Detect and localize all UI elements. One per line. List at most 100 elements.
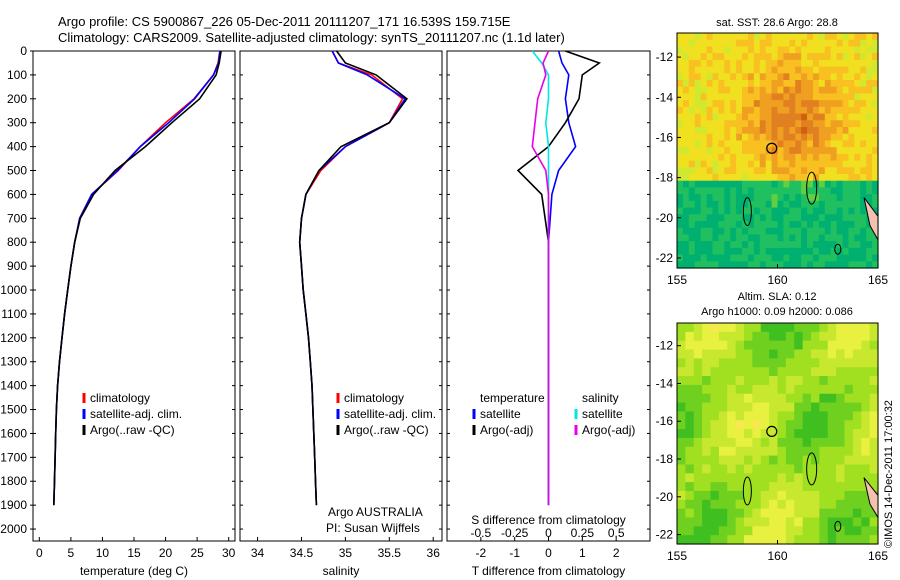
map-cell: [836, 140, 844, 148]
map-cell: [736, 93, 743, 101]
map-cell: [844, 437, 854, 448]
map-cell: [836, 482, 846, 492]
map-cell: [836, 133, 844, 142]
map-cell: [830, 194, 838, 202]
map-cell: [842, 254, 850, 262]
map-cell: [802, 437, 812, 448]
map-cell: [710, 411, 720, 421]
map-cell: [836, 153, 844, 162]
map-cell: [860, 66, 867, 74]
map-cell: [852, 393, 862, 404]
map-cell: [771, 53, 779, 61]
map-cell: [747, 227, 755, 236]
depth-tick-label: 1200: [0, 331, 27, 345]
map-cell: [736, 180, 743, 189]
map-cell: [694, 100, 702, 108]
x-tick-label: 35.5: [378, 546, 402, 560]
depth-tick-label: 1000: [0, 283, 27, 297]
map-cell: [848, 73, 855, 81]
map-cell: [765, 207, 773, 215]
map-cell: [854, 113, 861, 121]
map-cell: [718, 455, 728, 466]
map-cell: [836, 455, 846, 466]
map-cell: [702, 535, 712, 545]
map-cell: [724, 46, 731, 54]
map-cell: [677, 323, 686, 333]
map-cell: [752, 535, 762, 545]
map-cell: [760, 402, 770, 412]
map-cell: [777, 526, 787, 536]
map-cell: [861, 393, 871, 404]
map-cell: [777, 59, 785, 68]
map-cell: [677, 66, 684, 74]
map-cell: [819, 535, 829, 545]
map-cell: [866, 227, 873, 236]
map-cell: [753, 241, 761, 249]
map-cell: [769, 429, 779, 439]
map-cell: [860, 207, 867, 215]
map-cell: [848, 214, 855, 222]
map-cell: [765, 53, 773, 61]
map-cell: [753, 180, 761, 189]
map-cell: [824, 86, 832, 95]
map-cell: [702, 429, 712, 439]
map-cell: [861, 420, 871, 430]
map-cell: [724, 106, 731, 115]
map-cell: [700, 180, 708, 189]
map-cell: [783, 187, 790, 195]
map-cell: [861, 340, 871, 351]
map-cell: [760, 393, 770, 404]
map-cell: [724, 133, 731, 142]
map-cell: [677, 517, 686, 527]
map-cell: [827, 526, 837, 536]
map-cell: [819, 429, 829, 439]
map-y-tick-label: -22: [656, 528, 674, 542]
map-cell: [872, 133, 879, 142]
map-cell: [848, 153, 855, 162]
legend-diff-temp-label: satellite: [480, 407, 521, 421]
map-cell: [824, 93, 832, 101]
map-cell: [718, 490, 728, 501]
map-cell: [812, 194, 820, 202]
map-cell: [852, 420, 862, 430]
map-cell: [706, 100, 714, 108]
map-cell: [735, 420, 745, 430]
map-cell: [842, 221, 850, 229]
map-cell: [811, 393, 820, 404]
map-cell: [830, 167, 838, 175]
map-cell: [794, 358, 804, 368]
map-cell: [718, 393, 728, 404]
map-cell: [785, 349, 795, 359]
map-cell: [753, 194, 761, 202]
map-cell: [760, 455, 770, 466]
map-cell: [753, 227, 761, 236]
map-cell: [852, 526, 862, 536]
map-cell: [836, 66, 844, 74]
map-cell: [827, 393, 837, 404]
map-cell: [811, 482, 820, 492]
map-cell: [694, 46, 702, 54]
map-cell: [836, 174, 844, 182]
map-cell: [852, 437, 862, 448]
map-cell: [777, 323, 787, 333]
map-cell: [869, 349, 879, 359]
map-cell: [700, 93, 708, 101]
map-cell: [724, 261, 731, 269]
map-cell: [861, 526, 871, 536]
map-cell: [860, 113, 867, 121]
map-cell: [682, 241, 690, 249]
map-cell: [710, 402, 720, 412]
map-cell: [854, 153, 861, 162]
map-cell: [789, 100, 796, 108]
map-cell: [801, 221, 808, 229]
map-cell: [702, 376, 712, 386]
map-cell: [777, 113, 785, 121]
map-cell: [677, 73, 684, 81]
map-cell: [765, 33, 773, 41]
map-cell: [710, 367, 720, 377]
map-cell: [854, 147, 861, 155]
map-cell: [712, 207, 719, 215]
map-sla-title2: Argo h1000: 0.09 h2000: 0.086: [701, 306, 853, 318]
map-cell: [842, 140, 850, 148]
map-cell: [742, 261, 749, 269]
